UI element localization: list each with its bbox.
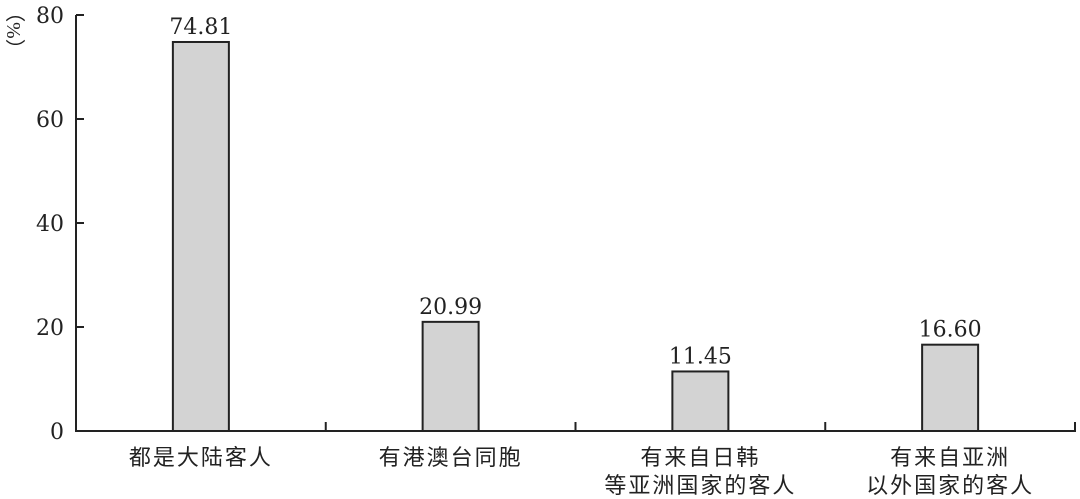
bar [671, 370, 730, 432]
x-tick-label: 以外国家的客人 [866, 474, 1034, 499]
data-label: 11.45 [669, 344, 732, 369]
data-label: 20.99 [419, 295, 482, 320]
x-tick-label: 都是大陆客人 [129, 446, 273, 471]
bar [421, 320, 480, 432]
y-tick-label: 40 [36, 212, 64, 237]
bar [171, 40, 230, 432]
x-tick-label: 等亚洲国家的客人 [604, 474, 796, 499]
data-label: 74.81 [169, 15, 232, 40]
x-tick-label: 有来自亚洲 [890, 446, 1010, 471]
y-tick-label: 80 [36, 4, 64, 29]
y-axis-label: （%） [2, 2, 24, 59]
x-tick-label: 有港澳台同胞 [379, 446, 523, 471]
y-tick-label: 20 [36, 316, 64, 341]
bar [921, 343, 980, 432]
y-tick-label: 60 [36, 108, 64, 133]
data-label: 16.60 [919, 318, 982, 343]
y-tick-label: 0 [50, 420, 64, 445]
x-tick-label: 有来自日韩 [640, 446, 760, 471]
